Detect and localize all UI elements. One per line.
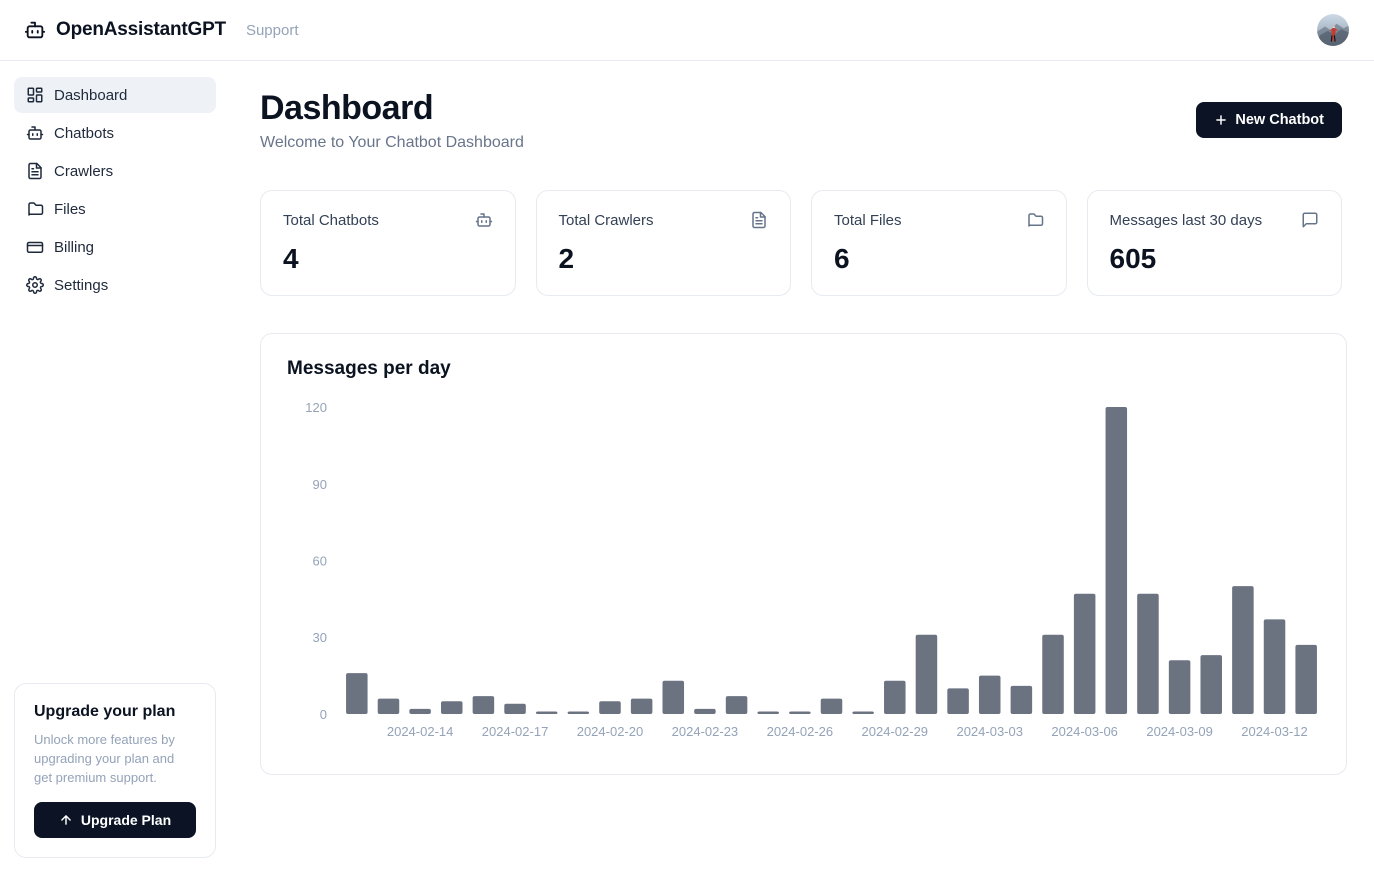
svg-text:60: 60: [313, 554, 327, 569]
svg-text:2024-03-03: 2024-03-03: [956, 724, 1023, 739]
svg-text:90: 90: [313, 477, 327, 492]
svg-text:2024-02-20: 2024-02-20: [577, 724, 644, 739]
svg-text:2024-02-26: 2024-02-26: [767, 724, 834, 739]
svg-text:120: 120: [305, 400, 327, 415]
svg-text:2024-02-14: 2024-02-14: [387, 724, 454, 739]
svg-text:2024-03-09: 2024-03-09: [1146, 724, 1213, 739]
svg-text:2024-03-06: 2024-03-06: [1051, 724, 1118, 739]
svg-text:2024-02-17: 2024-02-17: [482, 724, 549, 739]
svg-text:0: 0: [320, 707, 327, 722]
svg-text:2024-02-23: 2024-02-23: [672, 724, 739, 739]
svg-text:2024-02-29: 2024-02-29: [862, 724, 929, 739]
svg-text:30: 30: [313, 630, 327, 645]
svg-text:2024-03-12: 2024-03-12: [1241, 724, 1308, 739]
